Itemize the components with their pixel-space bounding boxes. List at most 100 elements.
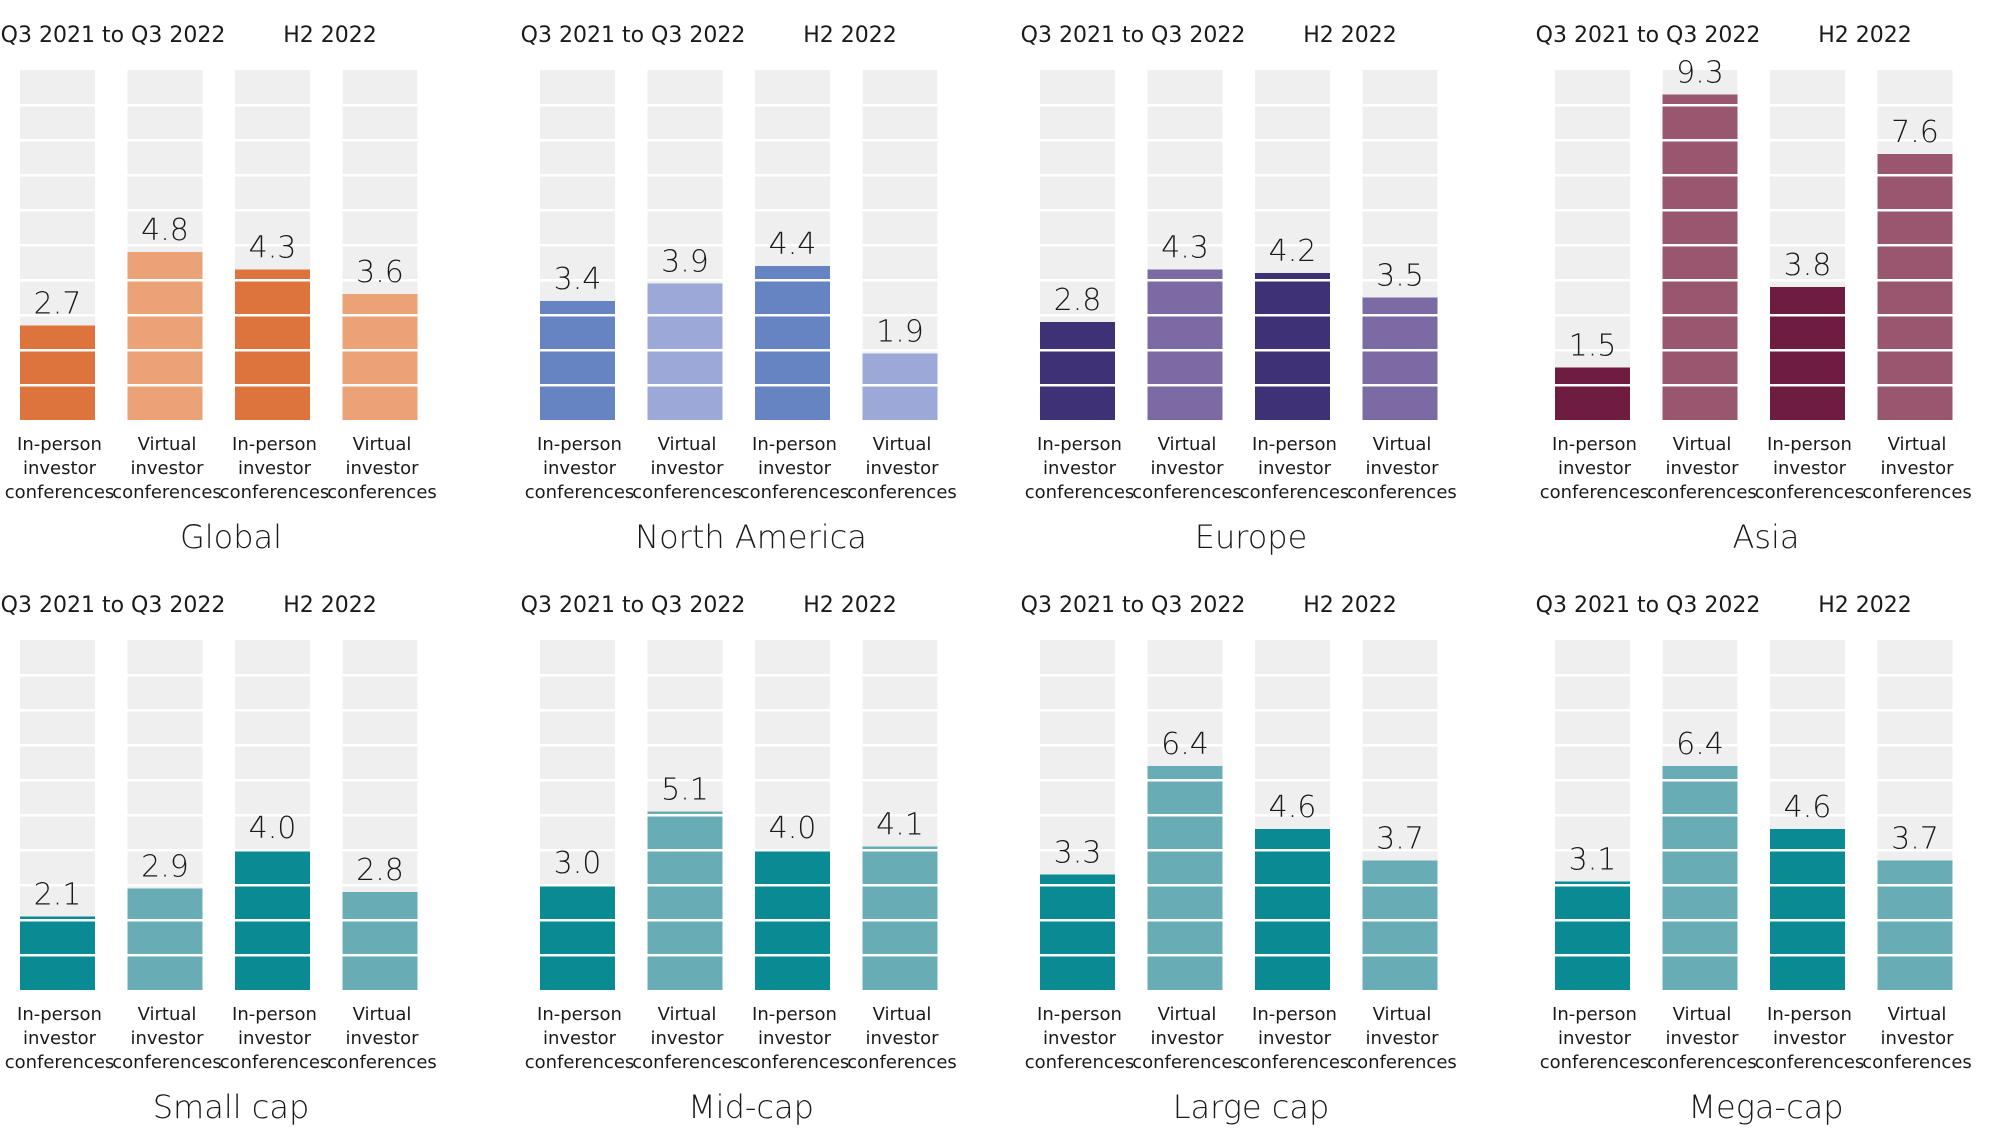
bar-stripe	[127, 244, 203, 247]
bar-stripe	[862, 209, 938, 212]
bar-stripe	[1877, 884, 1953, 887]
bar-stripe	[540, 384, 615, 387]
panel-title: Large cap	[1173, 1088, 1330, 1126]
bar-stripe	[235, 384, 310, 387]
panel-title: Europe	[1195, 518, 1308, 556]
bar	[862, 353, 938, 420]
bar-stripe	[540, 674, 615, 677]
data-label: 2.8	[1054, 283, 1102, 318]
bar-stripe	[755, 884, 830, 887]
bar	[20, 325, 95, 420]
bar-stripe	[755, 919, 830, 922]
bar-stripe	[1555, 709, 1630, 712]
bar-stripe	[1555, 954, 1630, 957]
bar-stripe	[540, 209, 615, 212]
bar-stripe	[342, 104, 418, 107]
category-label: conferences	[1862, 1052, 1972, 1073]
category-label: conferences	[740, 1052, 850, 1073]
bar-stripe	[755, 814, 830, 817]
bar-stripe	[1662, 814, 1738, 817]
bar-stripe	[862, 174, 938, 177]
bar-stripe	[1770, 954, 1845, 957]
bar	[1147, 766, 1223, 990]
bar-stripe	[1770, 384, 1845, 387]
bar-stripe	[1362, 849, 1438, 852]
category-label: investor	[543, 458, 617, 479]
bar-stripe	[540, 139, 615, 142]
category-label: Virtual	[1158, 434, 1217, 455]
category-label: investor	[758, 1028, 832, 1049]
bar-stripe	[647, 279, 723, 282]
category-label: In-person	[17, 434, 102, 455]
bar-stripe	[342, 744, 418, 747]
bar-stripe	[127, 954, 203, 957]
panel-north-america: Q3 2021 to Q3 2022 H2 2022 3.4 In-person inv…	[521, 23, 957, 556]
category-label: In-person	[1767, 1004, 1852, 1025]
bar-stripe	[20, 349, 95, 352]
category-label: investor	[1558, 1028, 1632, 1049]
bar-stripe	[1555, 919, 1630, 922]
bar-stripe	[1362, 744, 1438, 747]
bar-stripe	[1362, 139, 1438, 142]
data-label: 2.8	[356, 853, 404, 888]
bar-stripe	[647, 674, 723, 677]
bar-stripe	[127, 709, 203, 712]
bar-stripe	[342, 954, 418, 957]
category-label: Virtual	[1373, 434, 1432, 455]
bar-stripe	[647, 744, 723, 747]
bar-stripe	[1040, 849, 1115, 852]
panel-title: North America	[635, 518, 867, 556]
bar-stripe	[20, 744, 95, 747]
bar-stripe	[862, 884, 938, 887]
period-label: H2 2022	[803, 23, 897, 48]
category-label: conferences	[1862, 482, 1972, 503]
bar-stripe	[755, 209, 830, 212]
bar	[1255, 829, 1330, 990]
bar-stripe	[1040, 814, 1115, 817]
bar-stripe	[127, 779, 203, 782]
panel-large-cap: Q3 2021 to Q3 2022 H2 2022 3.3 In-person inv…	[1021, 593, 1457, 1126]
bar-stripe	[20, 919, 95, 922]
bar-stripe	[1770, 279, 1845, 282]
bar-stripe	[862, 744, 938, 747]
bar-stripe	[127, 919, 203, 922]
bar-stripe	[1662, 849, 1738, 852]
period-label: H2 2022	[803, 593, 897, 618]
category-label: In-person	[1037, 434, 1122, 455]
bar-stripe	[540, 314, 615, 317]
category-label: investor	[866, 1028, 940, 1049]
data-label: 4.6	[1269, 790, 1317, 825]
bar-stripe	[755, 139, 830, 142]
category-label: In-person	[1037, 1004, 1122, 1025]
bar-stripe	[1255, 674, 1330, 677]
bar-stripe	[1770, 314, 1845, 317]
category-label: conferences	[1540, 482, 1650, 503]
period-label: H2 2022	[1818, 593, 1912, 618]
bar-stripe	[342, 674, 418, 677]
bar-stripe	[755, 174, 830, 177]
period-label: Q3 2021 to Q3 2022	[1536, 593, 1761, 618]
bar-stripe	[862, 349, 938, 352]
bar-stripe	[1255, 244, 1330, 247]
category-label: Virtual	[1673, 434, 1732, 455]
period-label: Q3 2021 to Q3 2022	[521, 23, 746, 48]
category-label: investor	[346, 458, 420, 479]
period-label: H2 2022	[1818, 23, 1912, 48]
category-label: investor	[1366, 458, 1440, 479]
bar-stripe	[540, 954, 615, 957]
bar-stripe	[540, 244, 615, 247]
bar-stripe	[1362, 174, 1438, 177]
data-label: 4.0	[769, 811, 817, 846]
bar-stripe	[127, 884, 203, 887]
category-label: Virtual	[658, 1004, 717, 1025]
bar-stripe	[20, 779, 95, 782]
bar-stripe	[1362, 349, 1438, 352]
bar-stripe	[1147, 814, 1223, 817]
category-label: conferences	[632, 1052, 742, 1073]
category-label: Virtual	[1673, 1004, 1732, 1025]
bar-stripe	[1877, 849, 1953, 852]
bar-stripe	[1770, 744, 1845, 747]
data-label: 3.6	[356, 255, 404, 290]
category-label: Virtual	[658, 434, 717, 455]
